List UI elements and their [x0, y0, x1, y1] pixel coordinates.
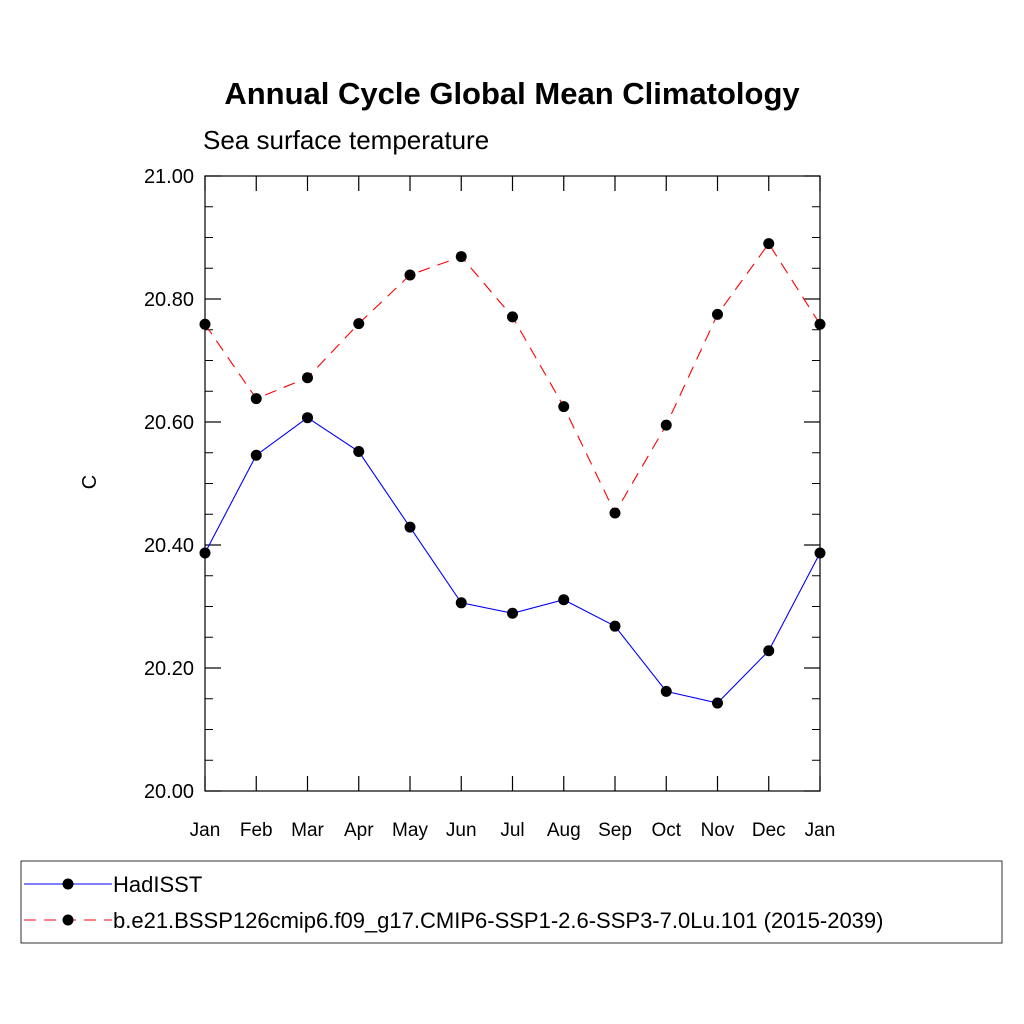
x-tick-label: Feb [240, 820, 273, 841]
series-0-point [455, 597, 467, 609]
series-0-point [609, 620, 621, 632]
series-1-point [199, 318, 211, 330]
y-tick-label: 20.00 [144, 781, 194, 803]
y-axis-label: C [79, 475, 101, 489]
x-tick-label: Jun [446, 820, 477, 841]
series-0-point [199, 547, 211, 559]
series-0-point [302, 412, 313, 424]
y-tick-label: 20.80 [144, 289, 194, 311]
x-tick-label: Nov [701, 820, 735, 841]
x-tick-label: Aug [547, 820, 581, 841]
series-0-point [507, 607, 518, 619]
legend-entry-hadisst: HadISST [24, 872, 202, 897]
series-1-point [353, 318, 365, 330]
series-markers [199, 238, 826, 709]
legend-box [20, 860, 1003, 944]
series-0-point [814, 547, 826, 559]
series-1-point [404, 269, 416, 281]
y-tick-label: 20.40 [144, 535, 194, 557]
x-tick-label: Dec [752, 820, 786, 841]
series-1-point [455, 251, 467, 263]
series-0-point [353, 446, 365, 458]
y-tick-label: 20.60 [144, 412, 194, 434]
series-1-point [507, 311, 518, 323]
series-0-point [404, 521, 416, 533]
legend-label-model: b.e21.BSSP126cmip6.f09_g17.CMIP6-SSP1-2.… [113, 908, 883, 933]
series-line-0 [204, 417, 821, 704]
x-tick-label: Sep [598, 820, 632, 841]
x-tick-labels: Jan Feb Mar Apr May Jun Jul Aug Sep Oct Nov Dec Jan [190, 820, 836, 841]
series-0-point [660, 685, 672, 697]
x-tick-label: Jan [805, 820, 836, 841]
legend-entry-model: b.e21.BSSP126cmip6.f09_g17.CMIP6-SSP1-2.… [24, 908, 883, 933]
minor-ticks [205, 175, 820, 792]
series-0-point [250, 449, 262, 461]
series-1-point [302, 372, 313, 384]
legend-marker-model [62, 914, 74, 926]
x-tick-label: May [392, 820, 428, 841]
legend-marker-hadisst [62, 878, 74, 890]
legend: HadISST b.e21.BSSP126cmip6.f09_g17.CMIP6… [24, 872, 883, 933]
x-tick-label: Apr [344, 820, 374, 841]
series-1-point [250, 393, 262, 405]
series-0-point [763, 645, 775, 657]
series-1-point [763, 238, 775, 250]
series-0-point [558, 594, 570, 606]
chart-title: Annual Cycle Global Mean Climatology [224, 76, 800, 111]
series-0-point [712, 697, 723, 709]
x-tick-label: Oct [651, 820, 681, 841]
series-1-point [609, 507, 621, 519]
x-tick-label: Jan [190, 820, 221, 841]
y-tick-label: 21.00 [144, 166, 194, 188]
series-1-point [712, 308, 723, 320]
legend-label-hadisst: HadISST [113, 872, 202, 897]
major-ticks [204, 175, 821, 792]
series-1-point [660, 419, 672, 431]
y-tick-label: 20.20 [144, 658, 194, 680]
chart-subtitle: Sea surface temperature [203, 125, 489, 155]
plot-frame [204, 175, 821, 792]
series-line-1 [204, 242, 821, 515]
x-tick-label: Mar [291, 820, 324, 841]
series-1-point [558, 401, 570, 413]
x-tick-label: Jul [500, 820, 524, 841]
y-tick-labels: 20.00 20.20 20.40 20.60 20.80 21.00 [144, 166, 194, 803]
series-1-point [814, 318, 826, 330]
